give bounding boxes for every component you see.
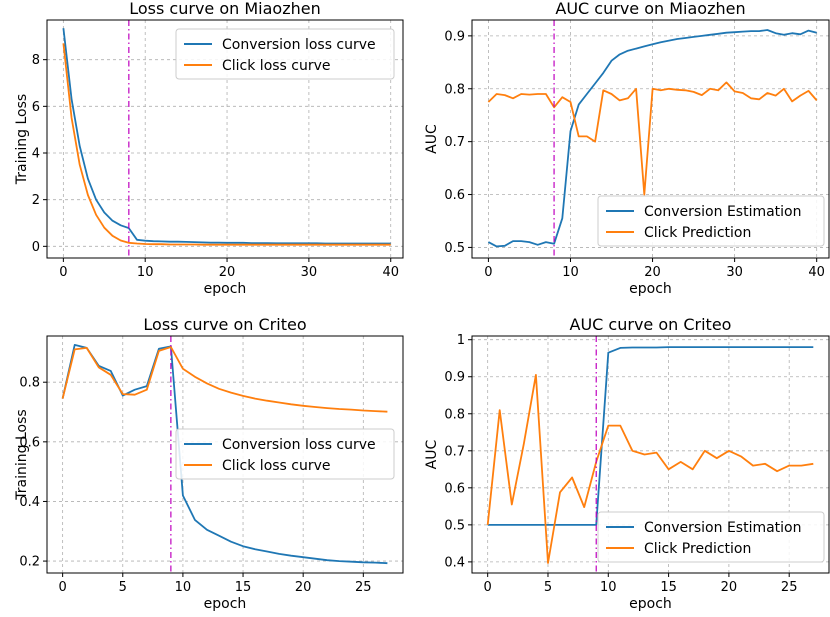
legend: Conversion Estimation Click Prediction (597, 511, 825, 563)
chart-title: AUC curve on Criteo (570, 315, 732, 334)
series-line-click (486, 373, 814, 564)
x-tick-label: 40 (808, 265, 825, 280)
legend-box (597, 195, 825, 247)
plot-frame (46, 19, 404, 259)
y-tick-label: 0.6 (444, 188, 465, 203)
x-tick-label: 10 (562, 265, 579, 280)
y-tick-label: 4 (32, 147, 40, 162)
y-tick-label: 0.5 (444, 518, 465, 533)
series-line-click (487, 81, 818, 196)
chart-loss-miaozhen: 0 10 20 30 40 0 2 4 6 8 Loss curve on Miaozhen epoc… (14, 0, 404, 297)
legend-label: Click loss curve (222, 458, 331, 474)
chart-title: Loss curve on Criteo (143, 315, 306, 334)
legend-box (175, 428, 395, 480)
plot-frame (471, 19, 830, 259)
y-tick-label: 2 (32, 193, 40, 208)
x-tick-label: 15 (235, 580, 252, 595)
legend-label: Click loss curve (222, 58, 331, 74)
legend: Conversion loss curve Click loss curve (175, 28, 395, 80)
x-tick-label: 5 (119, 580, 127, 595)
x-tick-label: 10 (600, 580, 617, 595)
legend: Conversion Estimation Click Prediction (597, 195, 825, 247)
x-tick-label: 0 (58, 580, 66, 595)
y-tick-label: 8 (32, 53, 40, 68)
legend-label: Conversion loss curve (222, 37, 376, 53)
plot-frame (46, 335, 404, 574)
plot-frame (471, 335, 830, 574)
y-tick-label: 0.4 (19, 495, 40, 510)
legend-label: Conversion Estimation (644, 520, 802, 536)
y-tick-label: 0.8 (444, 407, 465, 422)
x-axis-label: epoch (629, 281, 672, 297)
legend-box (597, 511, 825, 563)
y-tick-label: 6 (32, 100, 40, 115)
x-axis-label: epoch (204, 281, 247, 297)
x-axis-label: epoch (204, 596, 247, 612)
series-line-conversion (487, 346, 814, 526)
x-tick-label: 25 (355, 580, 372, 595)
x-tick-label: 25 (781, 580, 798, 595)
y-tick-label: 1 (457, 333, 465, 348)
x-tick-label: 20 (721, 580, 738, 595)
legend-box (175, 28, 395, 80)
x-tick-label: 30 (301, 265, 318, 280)
y-tick-label: 0.2 (19, 555, 40, 570)
y-tick-label: 0.8 (19, 376, 40, 391)
y-tick-label: 0.6 (19, 435, 40, 450)
y-axis-label: Training Loss (14, 409, 30, 500)
series-line-conversion (487, 29, 817, 248)
y-tick-label: 0.5 (444, 241, 465, 256)
chart-title: Loss curve on Miaozhen (129, 0, 320, 18)
legend-label: Click Prediction (644, 225, 751, 241)
x-tick-label: 40 (382, 265, 399, 280)
x-tick-label: 5 (544, 580, 552, 595)
series-line-conversion (62, 28, 391, 245)
x-tick-label: 10 (137, 265, 154, 280)
y-tick-label: 0.7 (444, 135, 465, 150)
series-line-click (62, 43, 391, 246)
chart-auc-miaozhen: 0 10 20 30 40 0.5 0.6 0.7 0.8 0.9 AUC curve on Mia… (424, 0, 830, 297)
y-tick-label: 0.4 (444, 555, 465, 570)
x-tick-label: 0 (484, 580, 492, 595)
x-axis-label: epoch (629, 596, 672, 612)
x-tick-label: 30 (726, 265, 743, 280)
x-tick-label: 0 (484, 265, 492, 280)
y-tick-label: 0.9 (444, 370, 465, 385)
x-tick-label: 15 (660, 580, 677, 595)
y-tick-label: 0.9 (444, 29, 465, 44)
legend-label: Conversion Estimation (644, 204, 802, 220)
x-tick-label: 10 (175, 580, 192, 595)
y-axis-label: AUC (424, 439, 440, 469)
legend-label: Click Prediction (644, 541, 751, 557)
x-tick-label: 20 (295, 580, 312, 595)
chart-loss-criteo: 0 5 10 15 20 25 0.2 0.4 0.6 0.8 Loss curve on Crit… (14, 315, 404, 612)
y-axis-label: Training Loss (14, 94, 30, 185)
y-tick-label: 0.7 (444, 444, 465, 459)
x-tick-label: 0 (59, 265, 67, 280)
x-tick-label: 20 (219, 265, 236, 280)
y-tick-label: 0 (32, 240, 40, 255)
y-tick-label: 0.6 (444, 481, 465, 496)
y-axis-label: AUC (424, 124, 440, 154)
legend-label: Conversion loss curve (222, 437, 376, 453)
legend: Conversion loss curve Click loss curve (175, 428, 395, 480)
series-line-click (61, 346, 388, 413)
y-tick-label: 0.8 (444, 82, 465, 97)
chart-auc-criteo: 0 5 10 15 20 25 0.4 0.5 0.6 0.7 0.8 0.9 1 AUC curve o… (424, 315, 830, 612)
x-tick-label: 20 (644, 265, 661, 280)
chart-title: AUC curve on Miaozhen (555, 0, 745, 18)
